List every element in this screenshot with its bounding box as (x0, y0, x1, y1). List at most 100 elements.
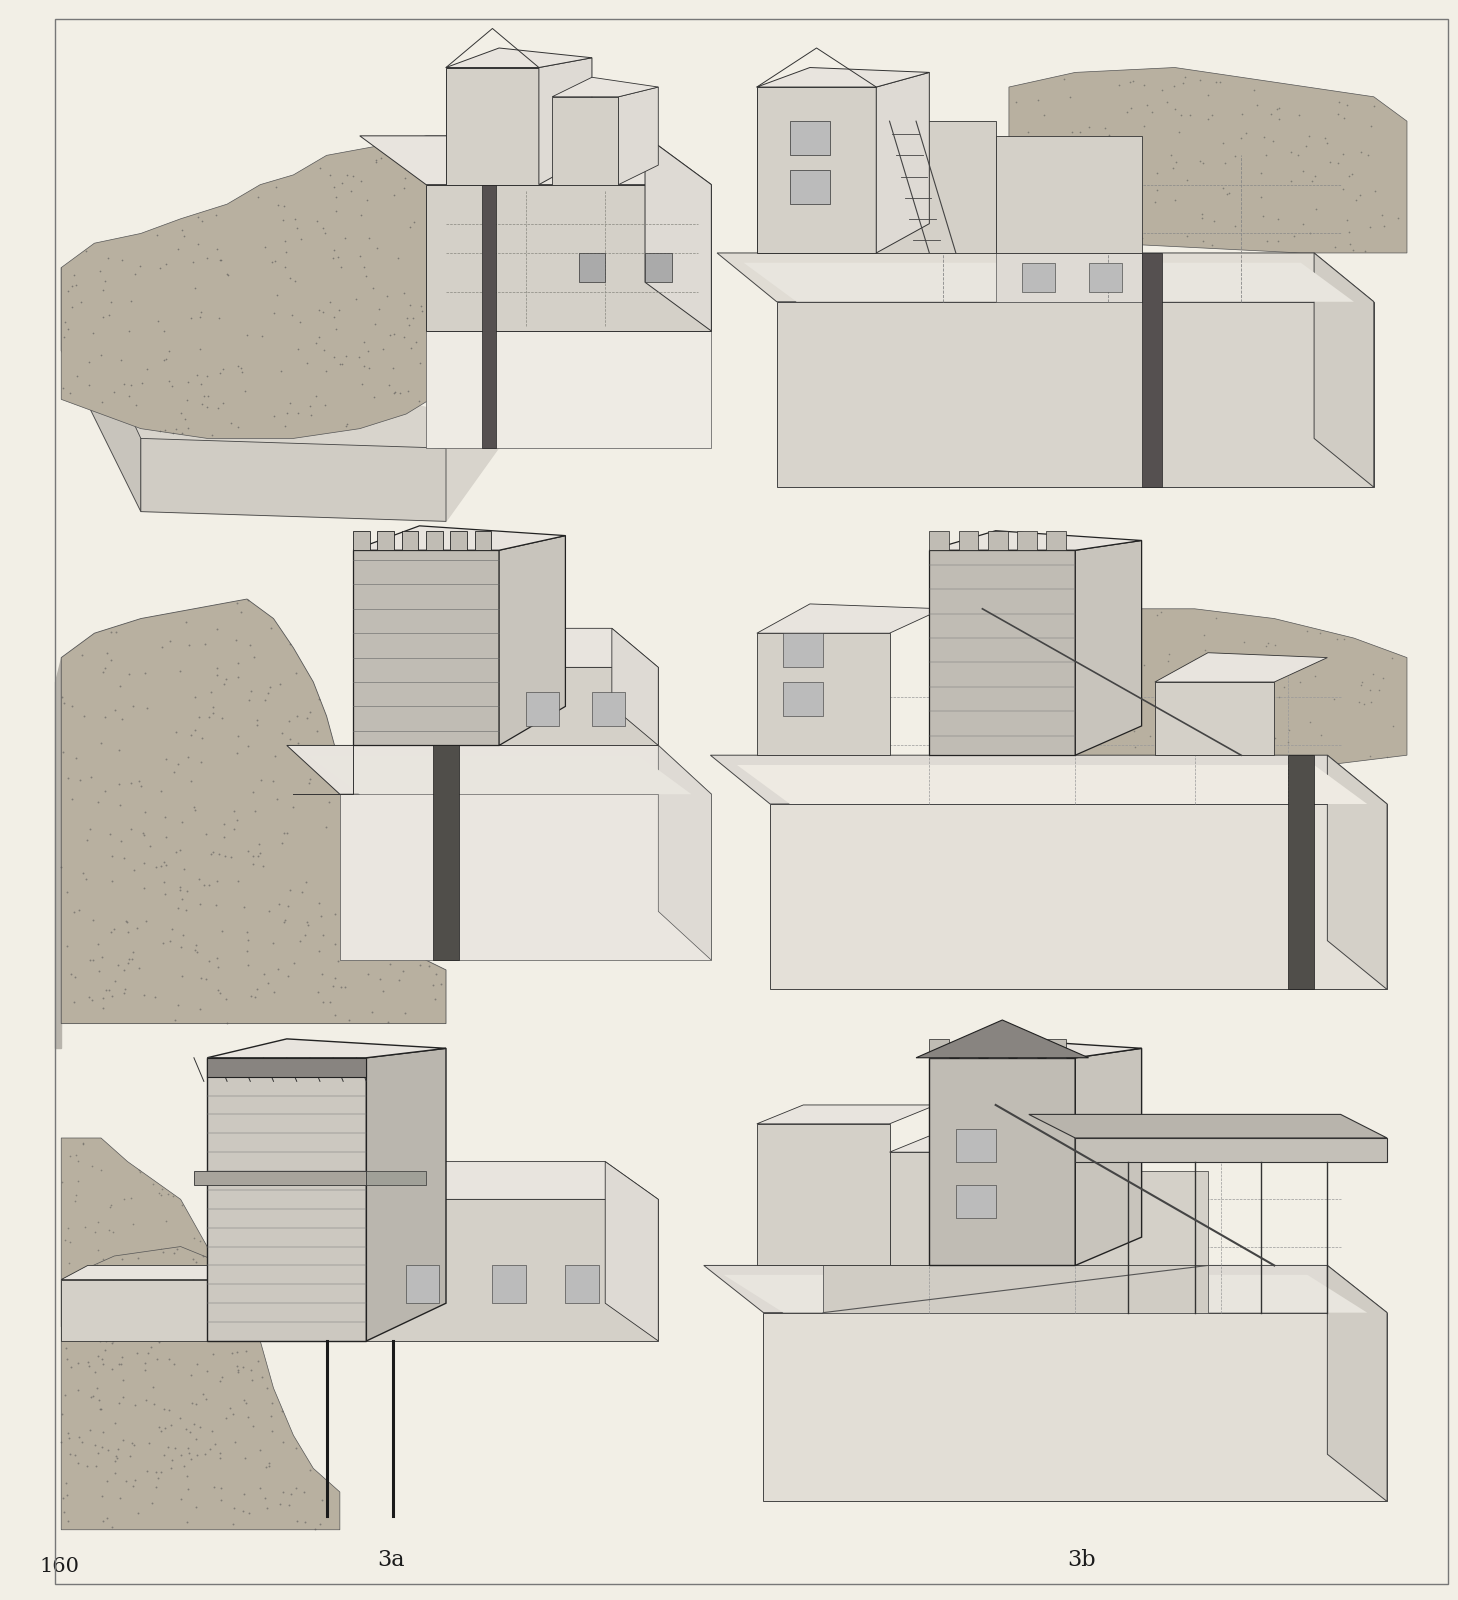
Point (819, 288, 843, 314)
Point (1126, 278, 1149, 304)
Point (631, 781, 655, 806)
Point (888, 278, 911, 304)
Point (117, 920, 140, 946)
Point (442, 240, 465, 266)
Point (382, 381, 405, 406)
Point (214, 1406, 238, 1432)
Point (200, 422, 223, 448)
Point (1104, 288, 1127, 314)
Point (802, 760, 825, 786)
Point (150, 1176, 174, 1202)
Point (1229, 125, 1252, 150)
Point (392, 280, 416, 306)
Point (1142, 282, 1165, 307)
Point (227, 650, 251, 675)
Point (586, 771, 609, 797)
Point (1231, 731, 1254, 757)
Point (779, 262, 802, 288)
Point (1059, 83, 1082, 109)
Point (214, 1326, 238, 1352)
Point (796, 790, 819, 816)
Point (1079, 274, 1102, 299)
Point (1146, 760, 1169, 786)
Polygon shape (407, 1266, 439, 1302)
Point (61, 693, 85, 718)
Polygon shape (446, 48, 592, 67)
Point (1284, 784, 1308, 810)
Polygon shape (764, 1312, 1387, 1501)
Point (184, 938, 207, 963)
Point (1133, 72, 1156, 98)
Point (54, 1334, 77, 1360)
Point (1279, 269, 1302, 294)
Point (1236, 701, 1260, 726)
Point (1254, 776, 1277, 802)
Point (125, 1341, 149, 1366)
Point (1231, 720, 1254, 746)
Point (1194, 637, 1217, 662)
Point (58, 1306, 82, 1331)
Point (187, 1261, 210, 1286)
Point (560, 758, 583, 784)
Point (80, 987, 104, 1013)
Point (385, 754, 408, 779)
Point (1146, 160, 1169, 186)
Point (101, 1269, 124, 1294)
Point (153, 1414, 176, 1440)
Point (222, 1494, 245, 1520)
Point (86, 1440, 109, 1466)
Point (1266, 96, 1289, 122)
Point (1143, 189, 1166, 214)
Point (111, 1368, 134, 1394)
Point (1054, 726, 1077, 752)
Point (1196, 106, 1219, 131)
Point (106, 1437, 130, 1462)
Point (195, 363, 219, 389)
Point (214, 986, 238, 1011)
Point (1126, 173, 1149, 198)
Point (99, 1194, 122, 1219)
Point (252, 962, 276, 987)
Point (104, 1298, 127, 1323)
Point (1271, 674, 1295, 699)
Point (1063, 267, 1086, 293)
Point (1162, 288, 1185, 314)
Point (1381, 645, 1404, 670)
Point (311, 962, 334, 987)
Point (64, 746, 87, 771)
Point (1096, 259, 1120, 285)
Point (1298, 709, 1321, 734)
Point (109, 1350, 133, 1376)
Point (241, 1368, 264, 1394)
Point (63, 1294, 86, 1320)
Text: 2a: 2a (378, 1064, 404, 1086)
Point (1308, 621, 1331, 646)
Point (341, 163, 364, 189)
Point (1000, 219, 1024, 245)
Point (975, 270, 999, 296)
Point (958, 661, 981, 686)
Point (111, 1344, 134, 1370)
Point (92, 995, 115, 1021)
Point (1324, 286, 1347, 312)
Point (1206, 771, 1229, 797)
Point (156, 1434, 179, 1459)
Point (195, 394, 219, 419)
Point (124, 392, 147, 418)
Point (60, 294, 83, 320)
Point (236, 1405, 260, 1430)
Point (296, 704, 319, 730)
Point (104, 1448, 127, 1474)
Point (398, 312, 421, 338)
Point (1260, 286, 1283, 312)
Point (558, 766, 582, 792)
Point (157, 368, 181, 394)
Point (1005, 768, 1028, 794)
Point (99, 920, 122, 946)
Point (176, 1440, 200, 1466)
Point (857, 250, 881, 275)
Point (1235, 701, 1258, 726)
Point (270, 358, 293, 384)
Point (386, 245, 410, 270)
Polygon shape (704, 1266, 1387, 1312)
